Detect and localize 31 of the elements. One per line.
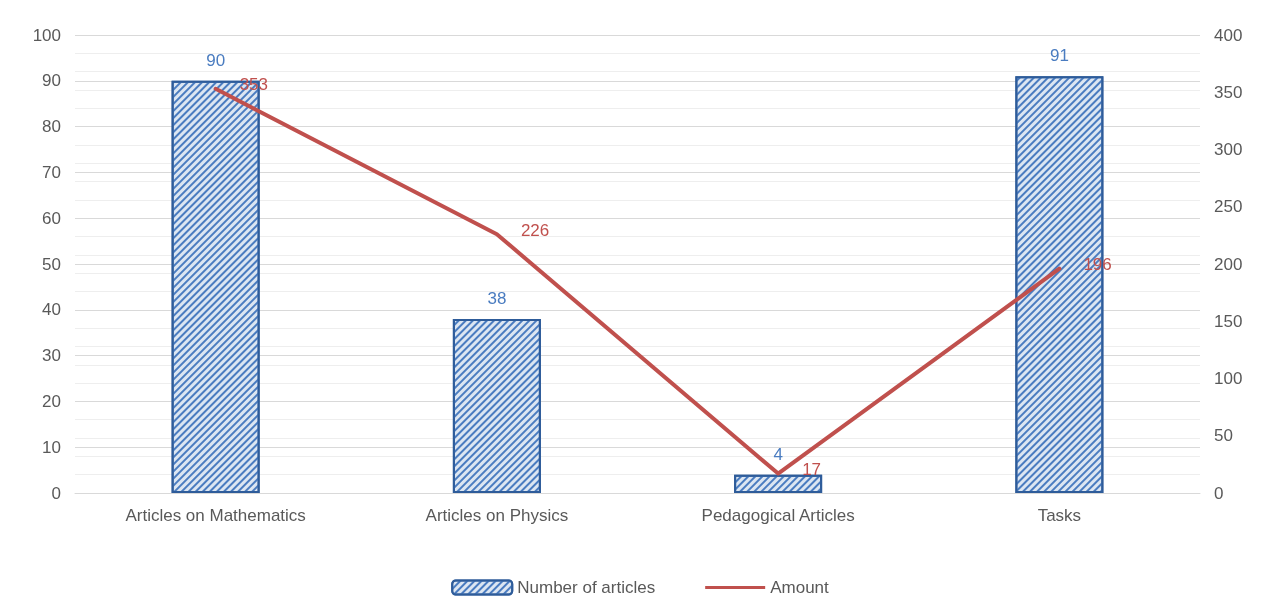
y-tick-label: 40 <box>42 300 61 320</box>
x-tick-label: Articles on Physics <box>425 506 569 525</box>
legend-label: Amount <box>770 578 830 597</box>
y-tick-label: 30 <box>42 346 61 366</box>
y2-tick-label: 50 <box>1214 426 1233 446</box>
x-tick-label: Tasks <box>1037 506 1082 525</box>
y2-tick-label: 300 <box>1214 140 1243 159</box>
data-label: 91 <box>1049 46 1069 66</box>
y2-tick-label: 200 <box>1214 254 1243 274</box>
y2-tick-label: 100 <box>1214 369 1243 388</box>
y2-tick-label: 150 <box>1214 311 1243 331</box>
x-tick-label: Articles on Mathematics <box>125 506 306 525</box>
y-tick-label: 20 <box>42 391 61 411</box>
y-tick-label: 100 <box>32 25 61 45</box>
y2-tick-label: 350 <box>1214 82 1243 102</box>
y2-tick-label: 400 <box>1214 25 1243 45</box>
data-label: 4 <box>773 444 783 464</box>
y-tick-label: 60 <box>42 208 61 228</box>
y-tick-label: 50 <box>42 254 61 274</box>
y-tick-label: 70 <box>42 162 61 182</box>
y2-tick-label: 250 <box>1214 197 1243 217</box>
x-tick-label: Pedagogical Articles <box>701 506 855 525</box>
y-tick-label: 0 <box>51 483 61 503</box>
data-label: 226 <box>520 220 550 240</box>
data-label: 90 <box>206 50 226 70</box>
y-tick-label: 10 <box>42 437 61 457</box>
y-tick-label: 90 <box>42 71 61 91</box>
y2-tick-label: 0 <box>1214 483 1224 503</box>
data-label: 38 <box>487 288 507 308</box>
y-tick-label: 80 <box>42 117 61 137</box>
legend-label: Number of articles <box>517 578 656 597</box>
